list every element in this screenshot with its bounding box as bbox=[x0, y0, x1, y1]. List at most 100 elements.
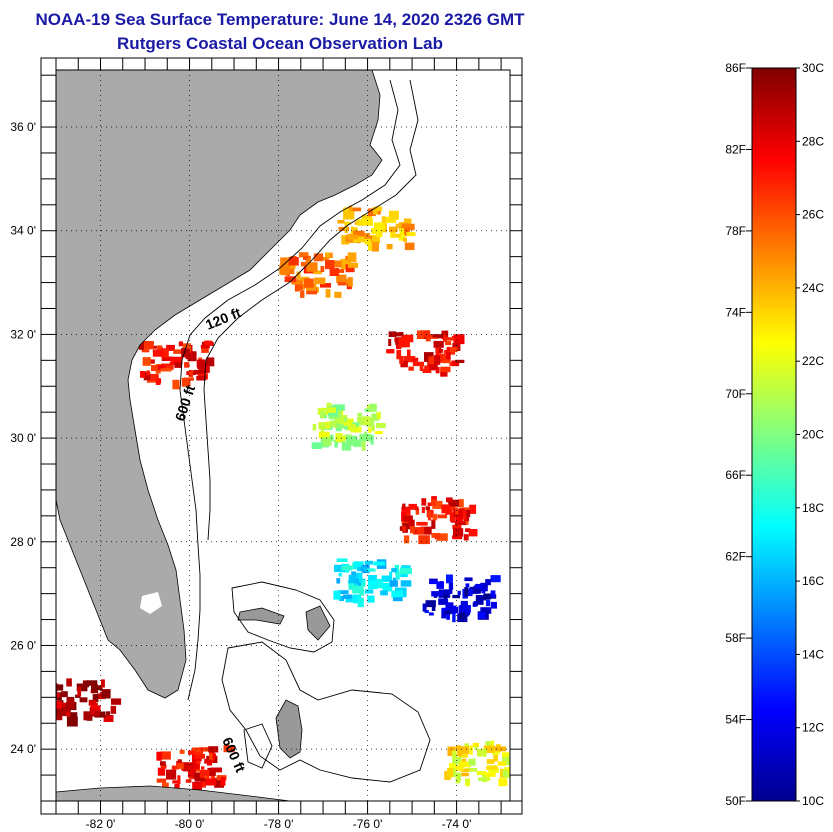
sst-pixel bbox=[337, 590, 349, 594]
sst-pixel bbox=[494, 746, 507, 752]
lat-tick-label: 30 0' bbox=[10, 431, 36, 445]
sst-pixel bbox=[151, 365, 157, 372]
sst-pixel bbox=[322, 437, 332, 446]
sst-pixel bbox=[402, 503, 406, 509]
sst-pixel bbox=[465, 528, 471, 532]
sst-pixel bbox=[403, 356, 416, 363]
sst-pixel bbox=[305, 255, 311, 259]
sst-pixel bbox=[146, 379, 158, 383]
sst-pixel bbox=[200, 361, 206, 369]
colorbar-celsius-label: 16C bbox=[802, 574, 824, 588]
sst-pixel bbox=[469, 745, 473, 755]
title-line-2: Rutgers Coastal Ocean Observation Lab bbox=[117, 34, 443, 53]
sst-pixel bbox=[348, 205, 353, 212]
colorbar-celsius-label: 10C bbox=[802, 794, 824, 808]
sst-pixel bbox=[187, 767, 195, 778]
sst-pixel bbox=[421, 498, 427, 506]
sst-pixel bbox=[155, 378, 161, 385]
sst-pixel bbox=[386, 244, 393, 250]
sst-pixel bbox=[395, 570, 400, 580]
sst-pixel bbox=[374, 431, 383, 435]
sst-pixel bbox=[425, 337, 431, 342]
sst-pixel bbox=[408, 366, 414, 371]
sst-pixel bbox=[384, 216, 396, 223]
sst-pixel bbox=[475, 595, 484, 605]
sst-pixel bbox=[341, 235, 350, 245]
sst-pixel bbox=[69, 712, 78, 721]
sst-pixel bbox=[477, 612, 486, 619]
sst-pixel bbox=[402, 526, 406, 532]
sst-pixel bbox=[465, 521, 469, 525]
sst-pixel bbox=[446, 611, 450, 620]
sst-pixel bbox=[490, 575, 501, 583]
sst-pixel bbox=[389, 580, 398, 587]
sst-pixel bbox=[179, 749, 185, 754]
sst-pixel bbox=[429, 359, 438, 370]
sst-pixel bbox=[441, 608, 447, 619]
sst-pixel bbox=[212, 753, 217, 758]
sst-pixel bbox=[413, 527, 425, 535]
sst-pixel bbox=[367, 208, 376, 217]
sst-pixel bbox=[339, 596, 344, 601]
bahamas-abaco bbox=[305, 605, 331, 641]
sst-pixel bbox=[220, 776, 226, 786]
sst-pixel bbox=[368, 575, 377, 585]
sst-pixel bbox=[48, 701, 52, 709]
sst-pixel bbox=[192, 759, 200, 770]
lat-tick-label: 26 0' bbox=[10, 638, 36, 652]
sst-pixel bbox=[461, 758, 467, 762]
sst-pixel bbox=[431, 499, 436, 506]
sst-pixel bbox=[376, 228, 383, 237]
sst-pixel bbox=[314, 277, 326, 285]
sst-pixel bbox=[152, 349, 164, 357]
sst-pixel bbox=[446, 505, 456, 511]
sst-pixel bbox=[296, 281, 303, 290]
sst-pixel bbox=[434, 534, 441, 540]
sst-pixel bbox=[288, 257, 299, 266]
sst-pixel bbox=[304, 278, 314, 288]
sst-pixel bbox=[406, 223, 415, 231]
sst-pixel bbox=[446, 497, 453, 503]
sst-pixel bbox=[318, 431, 330, 439]
sst-pixel bbox=[346, 234, 359, 240]
sst-pixel bbox=[462, 510, 467, 520]
sst-pixel bbox=[90, 705, 101, 711]
sst-pixel bbox=[157, 767, 166, 776]
sst-pixel bbox=[513, 743, 519, 748]
sst-pixel bbox=[440, 366, 451, 373]
sst-pixel bbox=[485, 579, 491, 586]
sst-pixel bbox=[401, 565, 411, 569]
sst-pixel bbox=[369, 403, 377, 412]
sst-pixel bbox=[311, 442, 322, 449]
sst-pixel bbox=[449, 512, 456, 522]
sst-pixel bbox=[419, 362, 424, 371]
sst-pixel bbox=[367, 595, 375, 603]
sst-pixel bbox=[79, 697, 88, 703]
sst-pixel bbox=[435, 347, 440, 357]
sst-pixel bbox=[160, 764, 167, 769]
sst-pixel bbox=[371, 413, 380, 421]
sst-pixel bbox=[343, 211, 355, 220]
sst-pixel bbox=[341, 565, 353, 571]
sst-pixel bbox=[363, 416, 370, 425]
sst-pixel bbox=[460, 600, 468, 609]
sst-pixel bbox=[342, 208, 349, 212]
sst-pixel bbox=[336, 274, 347, 283]
sst-pixel bbox=[418, 535, 430, 545]
sst-pixel bbox=[299, 252, 309, 258]
sst-pixel bbox=[441, 359, 451, 364]
sst-pixel bbox=[365, 589, 374, 594]
colorbar-celsius-label: 26C bbox=[802, 208, 824, 222]
sst-pixel bbox=[444, 337, 455, 341]
sst-pixel bbox=[360, 579, 366, 587]
sst-pixel bbox=[162, 782, 169, 791]
sst-pixel bbox=[370, 434, 374, 445]
sst-pixel bbox=[329, 420, 336, 427]
sst-pixel bbox=[161, 356, 173, 361]
sst-pixel bbox=[419, 330, 431, 338]
sst-pixel bbox=[296, 271, 301, 279]
colorbar-celsius-label: 12C bbox=[802, 721, 824, 735]
sst-pixel bbox=[447, 768, 454, 778]
sst-pixel bbox=[412, 357, 419, 362]
bahamas-grand bbox=[237, 607, 285, 625]
